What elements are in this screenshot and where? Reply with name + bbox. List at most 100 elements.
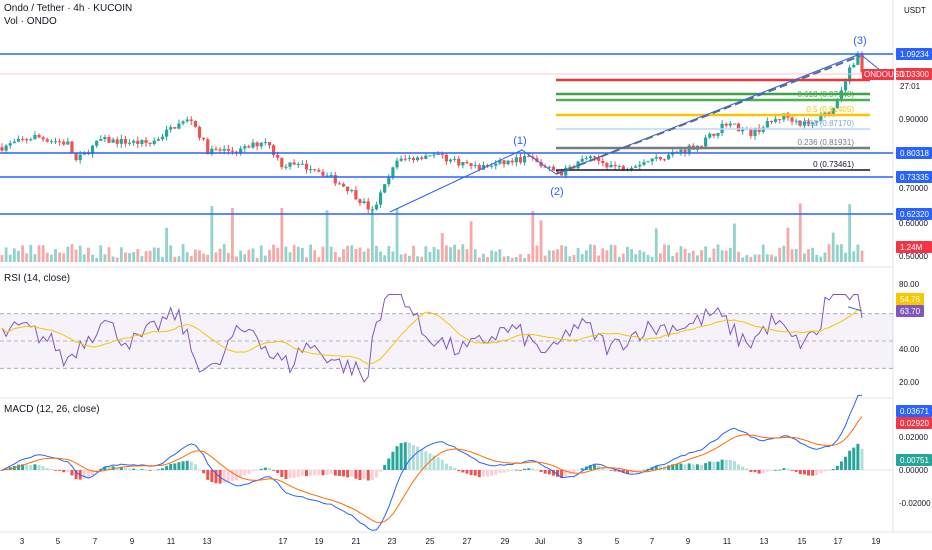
wave-label: (1) — [513, 135, 526, 147]
volume-bar — [231, 207, 234, 262]
macd-hist-bar — [58, 470, 62, 471]
candle-body — [37, 134, 41, 138]
macd-hist-bar — [848, 450, 852, 470]
candle-body — [366, 201, 370, 210]
candle-body — [280, 157, 284, 168]
candle-body — [654, 157, 658, 159]
volume-bar — [49, 254, 53, 262]
macd-hist-bar — [786, 468, 790, 470]
macd-hist-bar — [41, 466, 45, 470]
time-tick-label: 3 — [578, 537, 583, 546]
candle-body — [403, 158, 407, 160]
macd-hist-bar — [531, 468, 535, 470]
macd-hist-bar — [560, 470, 564, 479]
candle-body — [313, 169, 317, 171]
volume-bar — [214, 252, 218, 262]
volume-bar — [148, 250, 152, 262]
volume-bar — [321, 246, 325, 262]
candle-body — [407, 157, 411, 159]
volume-bar — [835, 244, 839, 262]
macd-hist-bar — [0, 470, 4, 471]
macd-hist-bar — [844, 456, 848, 470]
candle-body — [288, 162, 292, 167]
volume-bar — [774, 256, 777, 262]
macd-hist-bar — [547, 470, 551, 475]
time-tick-label: 25 — [426, 537, 435, 546]
volume-bar — [535, 245, 539, 262]
candle-body — [177, 123, 181, 129]
macd-tick-label: 0.02000 — [899, 433, 928, 442]
volume-bar — [375, 245, 378, 262]
volume-bar — [12, 248, 16, 262]
volume-bar — [728, 247, 732, 262]
candle-body — [638, 164, 642, 167]
volume-bar — [342, 249, 345, 262]
volume-bar — [165, 227, 168, 262]
macd-hist-bar — [469, 470, 473, 476]
price-level-tag-text: 0.80318 — [900, 149, 929, 158]
volume-bar — [0, 255, 4, 262]
candle-body — [29, 139, 33, 141]
macd-hist-bar — [453, 467, 457, 470]
candle-body — [811, 122, 815, 125]
candle-body — [70, 141, 74, 154]
macd-hist-bar — [638, 470, 642, 472]
macd-hist-bar — [374, 470, 378, 478]
candle-body — [127, 142, 132, 144]
macd-hist-bar — [654, 465, 658, 470]
candle-body — [440, 153, 444, 155]
volume-bar — [815, 254, 819, 262]
macd-hist-bar — [564, 470, 568, 477]
volume-bar — [346, 245, 350, 262]
macd-title: MACD (12, 26, close) — [4, 404, 100, 415]
candle-body — [292, 162, 296, 165]
macd-tick-label: -0.02000 — [899, 499, 931, 508]
volume-bar — [78, 245, 82, 262]
candle-body — [646, 161, 650, 163]
volume-bar — [560, 245, 564, 262]
volume-bar — [778, 247, 782, 262]
price-level-tag — [896, 147, 932, 159]
candle-body — [230, 150, 235, 152]
volume-bar — [313, 250, 317, 262]
symbol-tag-text: ONDOUSDT — [864, 70, 910, 79]
macd-hist-bar — [745, 468, 749, 470]
macd-hist-bar — [292, 470, 296, 478]
macd-hist-bar — [284, 470, 288, 479]
macd-hist-bar — [790, 470, 794, 471]
volume-bar — [54, 249, 57, 262]
candle-body — [309, 169, 313, 171]
candle-body — [568, 166, 572, 168]
candle-body — [164, 129, 169, 137]
macd-hist-bar — [819, 470, 823, 474]
volume-bar — [45, 252, 49, 262]
macd-hist-bar — [128, 468, 132, 470]
candle-body — [716, 133, 720, 136]
candle-body — [613, 164, 617, 167]
macd-hist-bar — [115, 467, 119, 470]
macd-hist-bar — [354, 470, 358, 479]
candle-body — [99, 139, 103, 141]
macd-hist-bar — [794, 470, 798, 472]
volume-bar — [4, 247, 8, 262]
macd-hist-bar — [62, 470, 66, 473]
macd-hist-bar — [749, 470, 753, 472]
volume-bar — [25, 253, 29, 262]
macd-hist-bar — [325, 470, 329, 475]
macd-hist-bar — [86, 470, 90, 479]
volume-bar — [403, 253, 407, 262]
candle-body — [304, 163, 309, 170]
volume-bar — [255, 257, 259, 262]
macd-hist-bar — [802, 470, 806, 475]
candle-body — [210, 148, 214, 155]
macd-hist-bar — [25, 464, 29, 470]
volume-bar — [477, 257, 481, 262]
candle-body — [317, 169, 321, 172]
price-level-tag-text: 0.73335 — [900, 173, 929, 182]
macd-hist-bar — [21, 464, 25, 470]
volume-bar — [617, 256, 621, 262]
macd-hist-bar — [481, 470, 485, 477]
macd-hist-bar — [202, 470, 206, 474]
volume-bar — [292, 245, 296, 262]
